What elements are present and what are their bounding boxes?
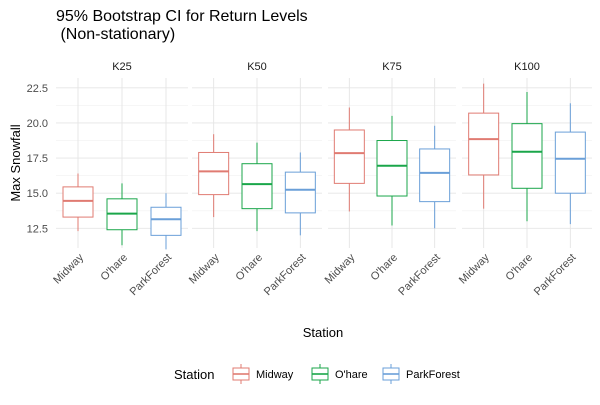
x-tick-label: O'hare	[369, 252, 401, 284]
x-tick-label: Midway	[457, 251, 492, 286]
chart-title-line-1: 95% Bootstrap CI for Return Levels	[56, 8, 308, 25]
x-tick-label: ParkForest	[262, 252, 309, 299]
legend-title: Station	[174, 367, 214, 382]
facet-strip-label: K75	[382, 61, 402, 73]
legend-item-label: O'hare	[335, 369, 368, 381]
y-tick-label: 12.5	[27, 223, 48, 235]
x-tick-label: O'hare	[234, 252, 266, 284]
facet-strip-label: K100	[514, 61, 540, 73]
chart-title-line-2: (Non-stationary)	[56, 26, 176, 43]
box-iqr	[198, 151, 230, 196]
box-iqr	[284, 171, 316, 214]
x-tick-label: O'hare	[99, 252, 131, 284]
x-tick-label: Midway	[51, 251, 86, 286]
box-k50-ohare	[241, 142, 273, 232]
box-iqr	[511, 123, 543, 189]
legend-item-ohare: O'hare	[311, 364, 368, 384]
box-k75-parkforest	[419, 125, 451, 229]
box-iqr	[554, 131, 586, 194]
x-tick-label: Midway	[323, 251, 358, 286]
y-tick-label: 20.0	[27, 118, 48, 130]
y-tick-label: 22.5	[27, 83, 48, 95]
box-k25-parkforest	[150, 193, 182, 250]
chart-title: 95% Bootstrap CI for Return Levels (Non-…	[56, 8, 308, 44]
box-k75-midway	[333, 107, 365, 212]
x-axis-title: Station	[303, 325, 343, 340]
box-k100-midway	[468, 83, 500, 209]
box-iqr	[241, 163, 273, 210]
box-iqr	[333, 129, 365, 184]
box-k100-ohare	[511, 92, 543, 222]
legend-item-midway: Midway	[232, 364, 294, 384]
box-iqr	[62, 186, 94, 218]
legend-item-label: ParkForest	[406, 369, 460, 381]
x-tick-label: ParkForest	[396, 252, 443, 299]
facet-strip-label: K50	[247, 61, 267, 73]
box-iqr	[419, 148, 451, 203]
legend-item-label: Midway	[256, 369, 294, 381]
box-iqr	[468, 112, 500, 176]
x-tick-label: Midway	[187, 251, 222, 286]
box-iqr	[150, 206, 182, 236]
box-k50-parkforest	[284, 152, 316, 236]
x-tick-label: ParkForest	[128, 252, 175, 299]
box-k75-ohare	[376, 115, 408, 226]
x-tick-label: O'hare	[504, 252, 536, 284]
box-k25-midway	[62, 173, 94, 232]
legend-item-parkforest: ParkForest	[382, 364, 460, 384]
box-k25-ohare	[106, 183, 138, 246]
y-axis-title: Max Snowfall	[8, 124, 23, 201]
facet-strip-label: K25	[112, 61, 132, 73]
x-tick-label: ParkForest	[532, 252, 579, 299]
box-iqr	[376, 140, 408, 197]
y-tick-label: 15.0	[27, 188, 48, 200]
y-tick-label: 17.5	[27, 153, 48, 165]
box-k100-parkforest	[554, 103, 586, 225]
box-k50-midway	[198, 134, 230, 218]
